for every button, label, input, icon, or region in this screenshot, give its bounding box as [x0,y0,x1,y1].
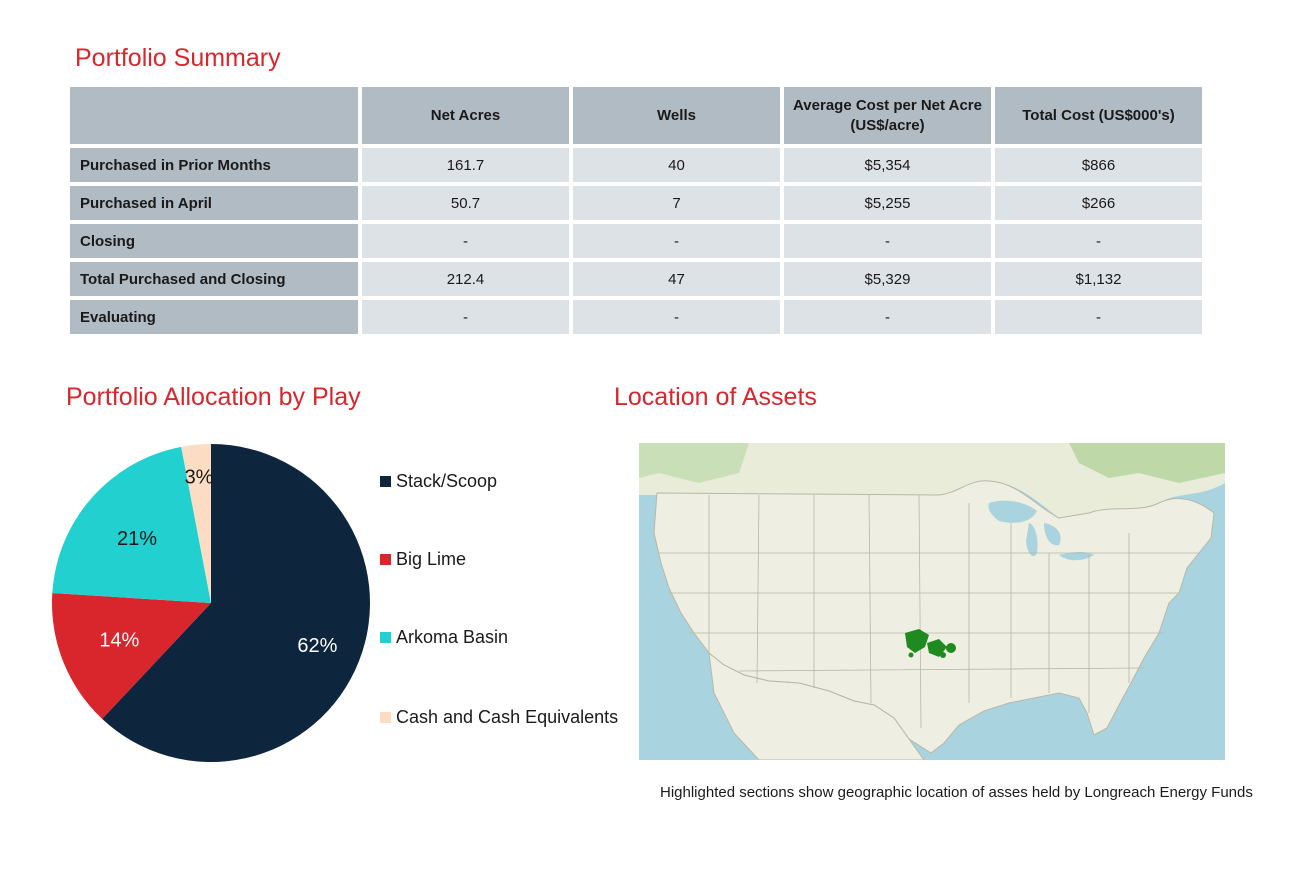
pie-data-label: 62% [297,635,337,657]
cell-net-acres: - [362,300,569,334]
legend-item-arkoma-basin: Arkoma Basin [380,627,508,648]
pie-slice-cash [181,444,211,603]
portfolio-summary-table: Net Acres Wells Average Cost per Net Acr… [66,83,1206,338]
row-label: Closing [70,224,358,258]
cell-total-cost: - [995,224,1202,258]
lake-michigan [1026,523,1038,557]
forest-area [1069,443,1225,483]
legend-item-stack-scoop: Stack/Scoop [380,471,497,492]
lake-erie [1059,552,1094,561]
legend-swatch [380,554,391,565]
pie-data-label: 14% [99,629,139,651]
legend-swatch [380,476,391,487]
cell-net-acres: - [362,224,569,258]
pie-data-label: 21% [117,528,157,550]
us-map-image [639,443,1225,760]
header-average-cost: Average Cost per Net Acre (US$/acre) [784,87,991,144]
legend-label: Arkoma Basin [396,627,509,647]
cell-wells: - [573,224,780,258]
legend-label: Cash and Cash Equivalents [396,707,619,727]
cell-average-cost: $5,255 [784,186,991,220]
allocation-pie-chart: 62% 14% 21% 3% [52,444,371,762]
table-header-row: Net Acres Wells Average Cost per Net Acr… [70,87,1202,144]
table-row: Purchased in April 50.7 7 $5,255 $266 [70,186,1202,220]
map-caption: Highlighted sections show geographic loc… [660,784,1253,801]
row-label: Purchased in April [70,186,358,220]
pie-slice-big-lime [52,593,212,719]
cell-wells: - [573,300,780,334]
legend-label: Big Lime [396,549,467,569]
row-label: Evaluating [70,300,358,334]
cell-total-cost: $266 [995,186,1202,220]
header-corner [70,87,358,144]
cell-net-acres: 161.7 [362,148,569,182]
table-row: Evaluating - - - - [70,300,1202,334]
asset-highlight-oklahoma [905,629,956,658]
cell-net-acres: 212.4 [362,262,569,296]
pie-data-label: 3% [185,466,214,488]
pie-slice-stack-scoop [102,444,371,762]
row-label: Total Purchased and Closing [70,262,358,296]
cell-total-cost: $866 [995,148,1202,182]
legend-label: Stack/Scoop [396,471,498,491]
lake-superior [988,500,1037,523]
legend-swatch [380,712,391,723]
cell-wells: 47 [573,262,780,296]
cell-total-cost: $1,132 [995,262,1202,296]
table-row: Closing - - - - [70,224,1202,258]
row-label: Purchased in Prior Months [70,148,358,182]
state-borders [659,494,1199,729]
table-row: Total Purchased and Closing 212.4 47 $5,… [70,262,1202,296]
cell-net-acres: 50.7 [362,186,569,220]
cell-wells: 40 [573,148,780,182]
header-wells: Wells [573,87,780,144]
location-of-assets-title: Location of Assets [614,383,817,411]
legend-item-big-lime: Big Lime [380,549,466,570]
cell-average-cost: - [784,300,991,334]
asset-location-map [639,443,1225,760]
cell-total-cost: - [995,300,1202,334]
mexico-landmass [708,651,925,760]
header-total-cost: Total Cost (US$000's) [995,87,1202,144]
forest-area [639,443,749,483]
portfolio-summary-title: Portfolio Summary [75,44,281,72]
legend-swatch [380,632,391,643]
table-row: Purchased in Prior Months 161.7 40 $5,35… [70,148,1202,182]
lake-huron [1044,523,1061,546]
portfolio-allocation-title: Portfolio Allocation by Play [66,383,361,411]
cell-average-cost: $5,354 [784,148,991,182]
legend-item-cash: Cash and Cash Equivalents [380,707,618,728]
pie-slice-arkoma-basin [52,446,211,603]
cell-wells: 7 [573,186,780,220]
cell-average-cost: $5,329 [784,262,991,296]
header-net-acres: Net Acres [362,87,569,144]
cell-average-cost: - [784,224,991,258]
